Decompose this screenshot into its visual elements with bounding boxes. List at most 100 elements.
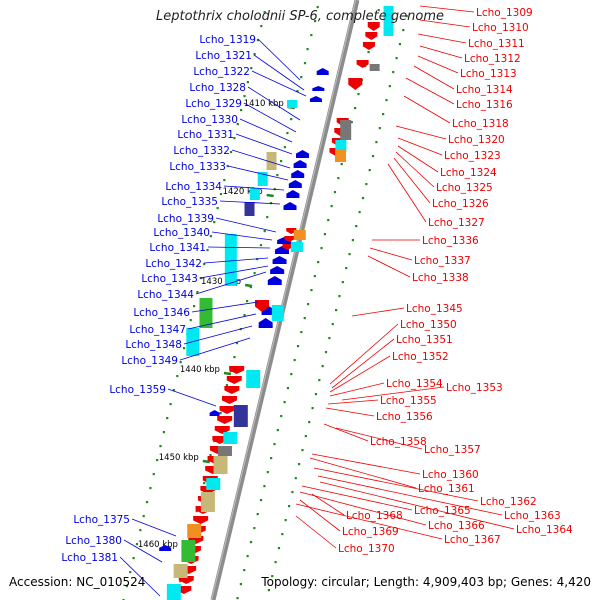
- tick-dot-outer-right: [395, 57, 398, 60]
- label-leader-line: [369, 247, 413, 261]
- label-leader-line: [367, 255, 411, 278]
- label-leader-line: [227, 165, 289, 181]
- gene-label-right: Lcho_1312: [464, 53, 521, 65]
- tick-dot-outer-left: [159, 445, 162, 448]
- tick-dot-inner-right: [330, 205, 333, 208]
- gene-label-right: Lcho_1313: [460, 68, 517, 80]
- kbp-label: 1450 kbp: [159, 453, 199, 463]
- tick-dot-inner-right: [266, 471, 269, 474]
- label-leader-line: [123, 539, 163, 563]
- gene-label-left: Lcho_1322: [193, 66, 250, 78]
- red-gene-arrow: [286, 228, 297, 234]
- label-leader-line: [195, 271, 267, 295]
- gene-label-right: Lcho_1325: [436, 182, 493, 194]
- label-leader-line: [309, 457, 417, 489]
- tick-dot-outer-right: [308, 421, 311, 424]
- blue-gene-arrow: [312, 86, 325, 91]
- gene-label-right: Lcho_1354: [386, 378, 443, 390]
- tick-dot-inner-left: [316, 6, 319, 9]
- kbp-tick: [202, 459, 211, 464]
- gene-label-right: Lcho_1366: [428, 520, 485, 532]
- label-leader-line: [405, 77, 455, 105]
- label-leader-line: [417, 33, 467, 44]
- gene-label-right: Lcho_1327: [428, 217, 485, 229]
- label-leader-line: [301, 485, 413, 511]
- gene-label-left: Lcho_1331: [177, 129, 234, 141]
- cyan-gene-block: [383, 6, 394, 36]
- gene-label-right: Lcho_1357: [424, 444, 481, 456]
- tick-dot-outer-right: [375, 141, 378, 144]
- tick-dot-inner-left: [269, 202, 273, 205]
- tick-dot-inner-left: [310, 34, 313, 37]
- tick-dot-outer-right: [271, 575, 274, 578]
- label-leader-line: [295, 515, 337, 549]
- tick-dot-inner-right: [276, 429, 279, 432]
- blue-gene-arrow: [209, 410, 220, 416]
- gene-label-right: Lcho_1369: [342, 526, 399, 538]
- tick-dot-inner-right: [273, 443, 276, 446]
- blue-gene-arrow: [316, 68, 329, 75]
- label-leader-line: [231, 149, 291, 169]
- tick-dot-inner-right: [290, 373, 293, 376]
- tick-dot-inner-right: [327, 219, 330, 222]
- tick-dot-outer-right: [368, 169, 371, 172]
- blue-gene-arrow: [291, 170, 305, 178]
- red-gene-arrow: [193, 516, 209, 524]
- label-leader-line: [335, 427, 423, 450]
- label-leader-line: [203, 257, 269, 264]
- gene-label-left: Lcho_1339: [157, 213, 214, 225]
- tan-gene-block: [213, 456, 228, 474]
- tick-dot-outer-left: [135, 543, 139, 546]
- dark-blue-gene-block: [233, 405, 248, 427]
- dark-blue-gene-block: [244, 202, 255, 216]
- gene-label-left: Lcho_1380: [65, 535, 122, 547]
- tick-dot-inner-left: [225, 384, 229, 387]
- accession-label: Accession: NC_010524: [9, 575, 146, 589]
- gene-label-left: Lcho_1340: [153, 227, 210, 239]
- gene-label-right: Lcho_1352: [392, 351, 449, 363]
- gene-label-right: Lcho_1365: [414, 505, 471, 517]
- blue-gene-arrow: [267, 276, 282, 285]
- gene-label-right: Lcho_1338: [412, 272, 469, 284]
- tick-dot-outer-right: [385, 99, 388, 102]
- tick-dot-inner-right: [246, 555, 249, 558]
- gene-label-right: Lcho_1367: [444, 534, 501, 546]
- tick-dot-outer-left: [250, 67, 253, 70]
- red-gene-arrow: [367, 22, 380, 31]
- tick-dot-inner-left: [290, 118, 293, 121]
- label-leader-line: [387, 163, 427, 223]
- tick-dot-outer-left: [156, 459, 159, 462]
- label-leader-line: [313, 467, 479, 502]
- gray-gene-block: [217, 446, 232, 456]
- tick-dot-inner-right: [350, 121, 353, 124]
- gene-label-left: Lcho_1330: [181, 114, 238, 126]
- tick-dot-outer-right: [314, 393, 318, 396]
- tick-dot-inner-right: [239, 583, 242, 586]
- gene-label-left: Lcho_1347: [129, 324, 186, 336]
- tick-dot-inner-left: [203, 482, 206, 485]
- tick-dot-outer-left: [263, 11, 266, 14]
- label-leader-line: [167, 388, 217, 407]
- label-leader-line: [393, 157, 431, 204]
- tick-dot-outer-right: [388, 85, 391, 88]
- tick-dot-inner-right: [307, 303, 310, 306]
- tick-dot-outer-right: [318, 379, 321, 382]
- orange-gene-block: [335, 150, 346, 162]
- topology-label: Topology: circular; Length: 4,909,403 bp…: [261, 575, 591, 589]
- tick-dot-inner-right: [310, 289, 313, 292]
- red-gene-arrow: [362, 42, 375, 50]
- tick-dot-outer-right: [378, 127, 381, 130]
- gene-label-left: Lcho_1343: [141, 273, 198, 285]
- tick-dot-outer-left: [172, 389, 176, 392]
- tick-dot-outer-right: [335, 309, 338, 312]
- cyan-gene-block: [290, 242, 303, 252]
- tick-dot-inner-left: [300, 76, 303, 79]
- tick-dot-outer-left: [240, 109, 243, 112]
- label-leader-line: [323, 423, 369, 442]
- tick-dot-outer-left: [209, 235, 212, 238]
- tick-dot-inner-right: [377, 9, 380, 12]
- tick-dot-outer-left: [203, 263, 206, 266]
- tick-dot-inner-left: [249, 286, 252, 289]
- orange-gene-block: [293, 230, 306, 240]
- blue-gene-arrow: [286, 190, 300, 198]
